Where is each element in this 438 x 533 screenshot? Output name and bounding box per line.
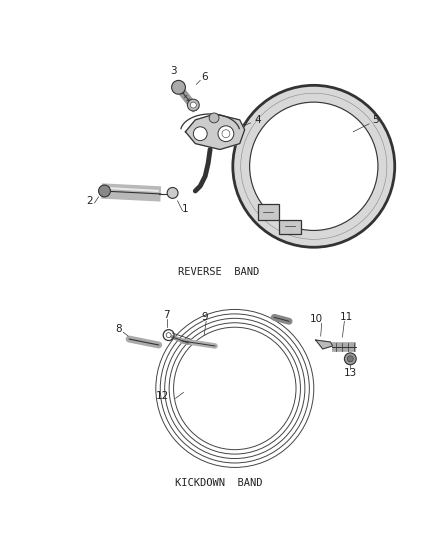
Circle shape — [193, 127, 207, 141]
Text: 11: 11 — [340, 312, 353, 322]
Circle shape — [344, 353, 356, 365]
Circle shape — [187, 99, 199, 111]
FancyBboxPatch shape — [258, 204, 279, 220]
Text: 4: 4 — [254, 115, 261, 125]
Text: KICKDOWN  BAND: KICKDOWN BAND — [175, 478, 263, 488]
Text: 1: 1 — [182, 204, 189, 214]
Text: 10: 10 — [310, 314, 323, 324]
Text: 13: 13 — [344, 368, 357, 378]
Text: 9: 9 — [202, 312, 208, 322]
Polygon shape — [233, 85, 395, 247]
Text: REVERSE  BAND: REVERSE BAND — [178, 267, 260, 277]
Text: 6: 6 — [201, 72, 208, 83]
Circle shape — [191, 102, 196, 108]
FancyBboxPatch shape — [279, 220, 300, 233]
Text: 8: 8 — [115, 324, 122, 334]
Circle shape — [209, 113, 219, 123]
Text: 5: 5 — [373, 115, 379, 125]
Polygon shape — [316, 340, 332, 349]
Polygon shape — [185, 114, 245, 149]
Text: 2: 2 — [86, 196, 93, 206]
Circle shape — [166, 333, 171, 337]
Circle shape — [172, 80, 185, 94]
Circle shape — [99, 185, 110, 197]
Circle shape — [167, 188, 178, 198]
Text: 12: 12 — [156, 391, 170, 401]
Text: 7: 7 — [163, 310, 170, 320]
Circle shape — [347, 356, 353, 362]
Circle shape — [218, 126, 234, 142]
Text: 3: 3 — [170, 66, 177, 76]
